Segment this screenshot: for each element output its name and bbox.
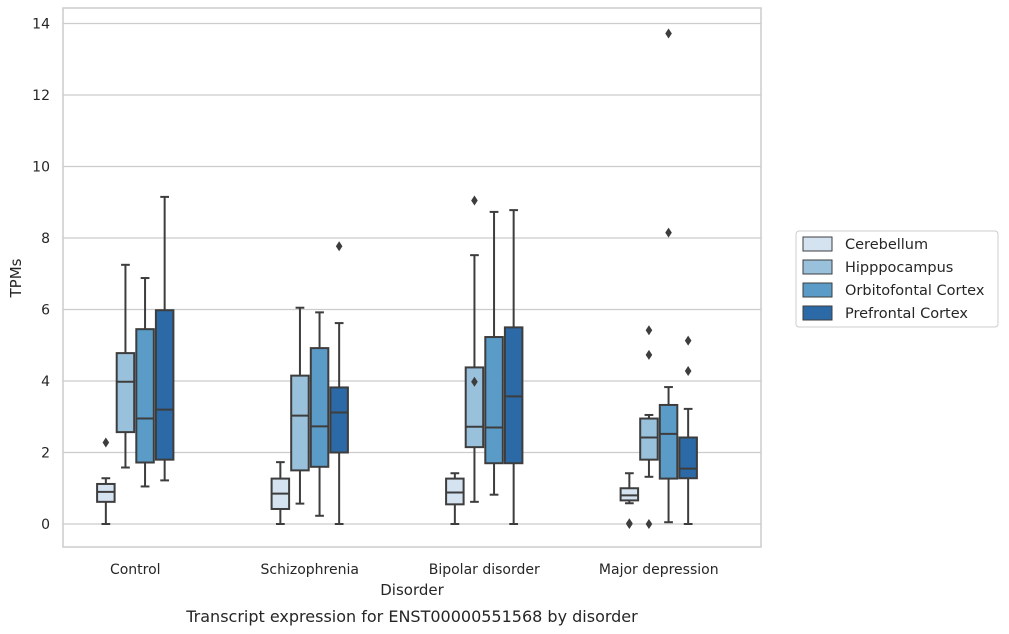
box-3-0 <box>154 195 175 482</box>
box-body <box>484 336 504 465</box>
y-tick-label: 10 <box>32 160 50 176</box>
y-tick-label: 2 <box>41 446 50 462</box>
plot-area-frame <box>62 7 762 548</box>
chart-caption: Transcript expression for ENST0000055156… <box>185 607 638 626</box>
outlier-point <box>684 335 692 346</box>
box-3-1 <box>329 241 349 525</box>
box-body <box>96 482 116 503</box>
legend-swatch <box>802 259 833 275</box>
box-body <box>445 477 465 506</box>
box-0-2 <box>445 472 465 525</box>
legend-label: Prefrontal Cortex <box>845 306 968 322</box>
x-axis-title: Disorder <box>380 581 444 599</box>
box-0-1 <box>270 461 291 525</box>
y-axis-title: TPMs <box>7 258 25 298</box>
legend-swatch <box>802 282 833 298</box>
grid <box>63 22 761 525</box>
y-tick-label: 6 <box>41 303 50 319</box>
axis-ticks: 0 2 4 6 8 10 12 14 Control Schizophrenia Bipolar d… <box>32 17 718 579</box>
box-1-2 <box>464 195 485 503</box>
y-tick-label: 8 <box>41 231 50 247</box>
box-1-0 <box>115 263 136 469</box>
box-body <box>309 347 330 468</box>
outlier-point <box>645 519 653 529</box>
box-2-1 <box>309 311 330 517</box>
outlier-point <box>471 195 478 206</box>
box-body <box>639 417 659 461</box>
x-tick-label: Bipolar disorder <box>429 562 540 578</box>
legend-swatch <box>802 305 833 321</box>
box-3-2 <box>503 209 524 525</box>
outlier-point <box>335 241 343 252</box>
x-tick-label: Schizophrenia <box>261 562 359 578</box>
legend: Cerebellum Hipppocampus Orbitofontal Corte… <box>795 230 999 328</box>
box-body <box>290 374 310 472</box>
legend-label: Hipppocampus <box>845 260 953 276</box>
outlier-point <box>102 437 110 448</box>
box-3-3 <box>678 335 698 525</box>
box-1-1 <box>290 306 310 505</box>
y-tick-label: 14 <box>32 17 50 33</box>
box-body <box>115 352 136 434</box>
outlier-point <box>645 325 653 336</box>
box-body <box>658 403 679 480</box>
legend-frame <box>795 230 999 328</box>
y-tick-label: 0 <box>41 517 50 533</box>
box-2-2 <box>484 210 504 496</box>
box-1-3 <box>639 325 659 529</box>
outlier-point <box>471 376 478 387</box>
box-body <box>619 487 640 502</box>
x-tick-label: Major depression <box>599 562 719 578</box>
outlier-point <box>684 365 692 376</box>
outlier-point <box>665 227 672 238</box>
legend-label: Cerebellum <box>845 237 928 253</box>
outlier-point <box>665 28 672 39</box>
box-0-3 <box>619 472 640 529</box>
box-body <box>135 328 155 464</box>
outlier-point <box>626 518 633 529</box>
x-tick-label: Control <box>110 562 161 578</box>
box-body <box>678 436 698 480</box>
y-tick-label: 12 <box>32 88 50 104</box>
box-2-0 <box>135 277 155 488</box>
box-0-0 <box>96 437 116 525</box>
box-body <box>154 309 175 461</box>
legend-swatch <box>802 236 833 252</box>
box-plots <box>96 28 698 529</box>
y-tick-label: 4 <box>41 374 50 390</box>
legend-label: Orbitofontal Cortex <box>845 283 985 299</box>
box-2-3 <box>658 28 679 524</box>
box-body <box>329 386 349 454</box>
box-body <box>503 326 524 465</box>
outlier-point <box>645 349 653 360</box>
